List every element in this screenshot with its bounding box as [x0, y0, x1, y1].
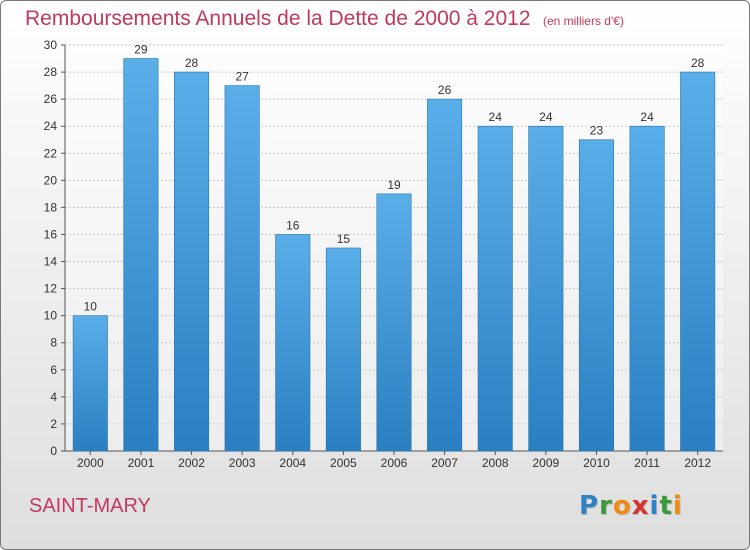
x-tick-label: 2000 — [77, 456, 104, 470]
bar — [578, 139, 614, 452]
logo-letter: t — [659, 491, 673, 521]
logo-letter: r — [599, 491, 613, 521]
bar — [123, 58, 159, 452]
x-tick-label: 2009 — [532, 456, 559, 470]
y-tick-label: 0 — [50, 444, 57, 458]
bar-value-label: 26 — [438, 83, 452, 97]
x-tick-label: 2010 — [583, 456, 610, 470]
y-tick-label: 18 — [44, 200, 58, 214]
x-tick-label: 2012 — [684, 456, 711, 470]
bar-value-label: 19 — [387, 178, 401, 192]
x-tick-label: 2007 — [431, 456, 458, 470]
y-tick-label: 16 — [44, 227, 58, 241]
y-tick-label: 10 — [44, 309, 58, 323]
bar-value-label: 27 — [235, 70, 249, 84]
x-tick-label: 2008 — [482, 456, 509, 470]
logo-letter: P — [579, 491, 600, 521]
y-tick-label: 26 — [44, 92, 58, 106]
bar-value-label: 24 — [640, 110, 654, 124]
bar — [629, 125, 665, 452]
bar — [275, 234, 311, 452]
logo-letter: o — [612, 491, 632, 521]
x-tick-label: 2001 — [128, 456, 155, 470]
bar — [680, 71, 716, 452]
y-tick-label: 2 — [50, 417, 57, 431]
bar-value-label: 28 — [691, 56, 705, 70]
bar-value-label: 24 — [539, 110, 553, 124]
bar — [427, 98, 463, 452]
y-tick-label: 24 — [44, 119, 58, 133]
bar-value-label: 10 — [84, 300, 98, 314]
bar — [174, 71, 210, 452]
bar-value-label: 28 — [185, 56, 199, 70]
bar — [72, 315, 108, 452]
x-tick-label: 2006 — [381, 456, 408, 470]
logo-letter: i — [672, 491, 683, 521]
y-tick-label: 4 — [50, 390, 57, 404]
chart-unit: (en milliers d'€) — [542, 14, 624, 28]
y-tick-label: 20 — [44, 173, 58, 187]
bar-value-label: 16 — [286, 218, 300, 232]
bar-value-label: 24 — [489, 110, 503, 124]
bar-value-label: 15 — [337, 232, 351, 246]
logo-letter: x — [631, 491, 650, 521]
logo-letter: i — [649, 491, 660, 521]
x-tick-label: 2004 — [279, 456, 306, 470]
bar — [477, 125, 513, 452]
bar-value-label: 23 — [590, 124, 604, 138]
y-tick-label: 30 — [44, 38, 58, 52]
y-tick-label: 14 — [44, 255, 58, 269]
chart-title-text: Remboursements Annuels de la Dette de 20… — [25, 7, 531, 30]
chart-title: Remboursements Annuels de la Dette de 20… — [25, 7, 624, 31]
bar-value-label: 29 — [134, 43, 148, 57]
commune-name: SAINT-MARY — [29, 495, 151, 517]
bar — [325, 247, 361, 452]
proxiti-logo: Proxiti — [579, 491, 683, 521]
x-tick-label: 2005 — [330, 456, 357, 470]
bar — [224, 85, 260, 452]
x-tick-label: 2002 — [178, 456, 205, 470]
y-tick-label: 8 — [50, 336, 57, 350]
x-tick-label: 2003 — [229, 456, 256, 470]
y-tick-label: 6 — [50, 363, 57, 377]
y-tick-label: 12 — [44, 282, 58, 296]
bar — [376, 193, 412, 452]
y-tick-label: 22 — [44, 146, 58, 160]
bar — [528, 125, 564, 452]
y-tick-label: 28 — [44, 65, 58, 79]
x-tick-label: 2011 — [634, 456, 660, 470]
